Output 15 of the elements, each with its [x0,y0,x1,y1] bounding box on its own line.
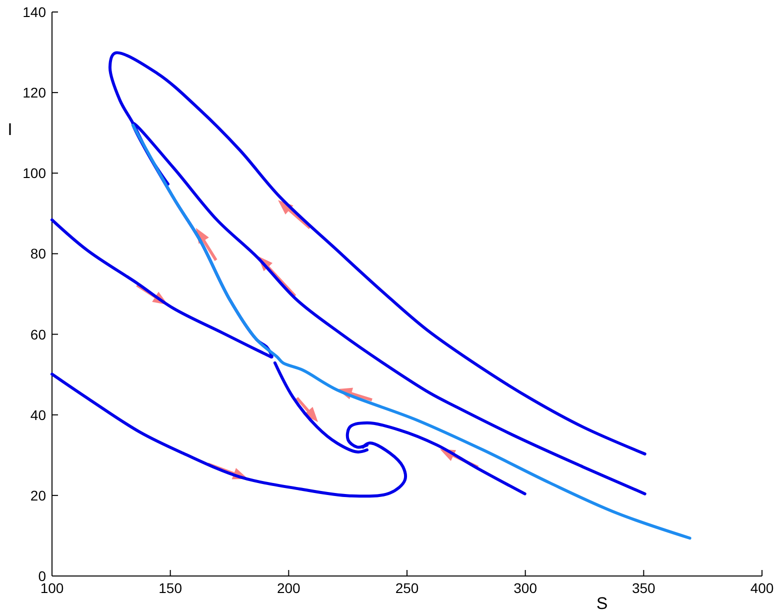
x-tick-label: 200 [276,580,301,596]
y-tick-label: 20 [30,487,46,504]
y-tick-label: 140 [22,4,46,20]
x-tick-label: 400 [750,580,774,596]
y-axis-title: I [8,120,12,139]
x-tick-label: 250 [395,580,419,596]
x-axis-title: S [596,594,608,613]
y-tick-label: 100 [22,165,46,182]
y-tick-label: 40 [30,406,46,423]
x-tick-label: 150 [158,580,182,596]
x-tick-label: 350 [632,580,656,596]
y-tick-label: 80 [30,246,46,262]
x-tick-label: 300 [514,580,538,596]
y-tick-label: 120 [22,84,46,101]
y-tick-label: 60 [30,326,46,342]
